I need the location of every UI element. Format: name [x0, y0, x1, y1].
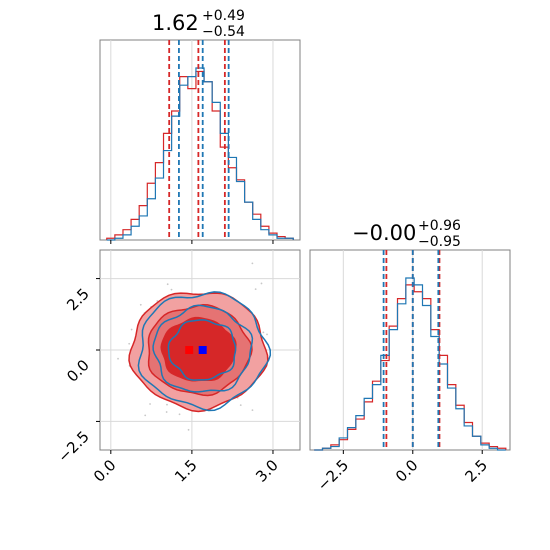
bottom-right-x-tick-label-0: −2.5	[314, 456, 352, 494]
data-layer	[106, 40, 507, 451]
scatter-point	[149, 403, 151, 405]
title-value: 1.62	[152, 11, 199, 35]
bottom-right-x-tick-label-1: 0.0	[392, 456, 422, 486]
scatter-y-tick-label-1: 0.0	[63, 356, 93, 386]
bottom-right-title-lower: −0.95	[418, 234, 461, 250]
top-left-hist-series_a	[106, 70, 294, 240]
scatter-point	[139, 303, 142, 306]
scatter-point	[117, 357, 119, 360]
scatter-point	[266, 333, 268, 336]
top-left-hist-series_b	[106, 67, 294, 241]
scatter-x-tick-label-0: 0.0	[90, 456, 120, 486]
contour-line-b-0	[137, 291, 272, 412]
scatter-point	[166, 283, 169, 286]
scatter-point	[166, 403, 168, 406]
panel-bottom-right-frame	[309, 249, 511, 451]
scatter-x-tick-label-1: 1.5	[171, 456, 201, 486]
scatter-point	[260, 282, 263, 285]
scatter-x-tick-label-2: 3.0	[252, 456, 282, 486]
scatter-point	[130, 328, 133, 331]
bottom-right-hist-series_b	[314, 277, 506, 451]
bottom-right-x-tick-label-2: 2.5	[461, 456, 491, 486]
bottom-right-panel-title: −0.00	[352, 221, 416, 245]
scatter-point	[128, 342, 131, 345]
scatter-point	[251, 409, 254, 412]
scatter-point	[239, 404, 242, 406]
top-left-panel-title: 1.62	[152, 11, 199, 35]
scatter-point	[262, 331, 265, 334]
scatter-point	[165, 411, 168, 413]
marker-series_a	[185, 346, 194, 354]
scatter-point	[170, 288, 173, 291]
scatter-point	[178, 413, 181, 416]
contour-line-b-2	[167, 319, 237, 381]
contour-fill-a-2	[161, 317, 236, 381]
scatter-point	[187, 428, 190, 431]
panel-top-left-frame	[99, 39, 301, 241]
scatter-y-tick-label-0: −2.5	[54, 428, 92, 466]
bottom-right-title-upper: +0.96	[418, 218, 461, 234]
top-left-title-upper: +0.49	[202, 8, 245, 24]
contour-line-b-1	[152, 304, 254, 393]
contour-line-a-2	[160, 316, 237, 382]
scatter-point	[251, 262, 254, 265]
marker-series_b	[198, 346, 207, 354]
scatter-point	[144, 414, 147, 417]
top-left-title-lower: −0.54	[202, 24, 245, 40]
scatter-point	[254, 288, 257, 291]
scatter-y-tick-label-2: 2.5	[63, 285, 93, 315]
title-value: −0.00	[352, 221, 416, 245]
